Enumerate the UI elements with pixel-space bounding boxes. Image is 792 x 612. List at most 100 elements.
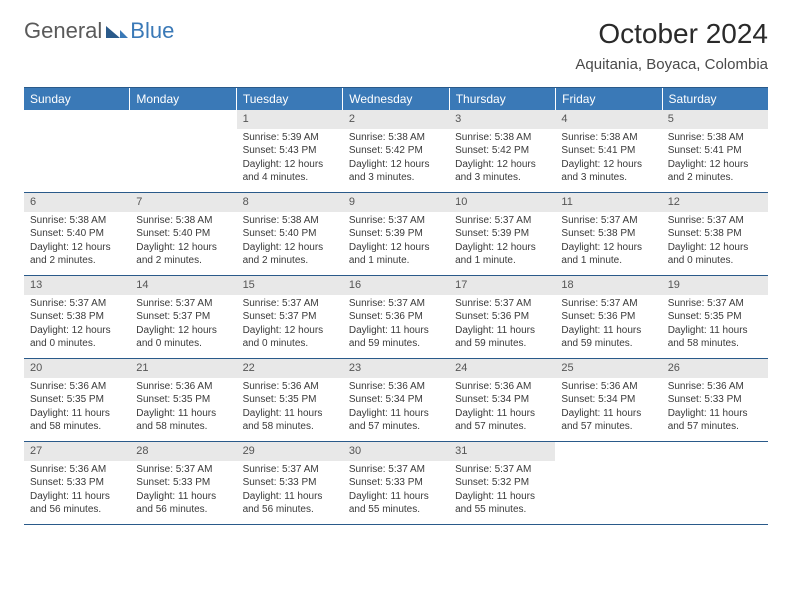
calendar-cell: 29Sunrise: 5:37 AMSunset: 5:33 PMDayligh… [237,442,343,524]
day-line: Daylight: 12 hours [455,241,549,255]
day-body: Sunrise: 5:36 AMSunset: 5:35 PMDaylight:… [24,378,130,438]
day-line: Sunset: 5:36 PM [561,310,655,324]
day-line: Sunrise: 5:37 AM [349,463,443,477]
day-body: Sunrise: 5:38 AMSunset: 5:41 PMDaylight:… [555,129,661,189]
day-line: Daylight: 11 hours [668,407,762,421]
calendar-cell: 1Sunrise: 5:39 AMSunset: 5:43 PMDaylight… [237,110,343,192]
day-number: 1 [237,110,343,129]
day-line: Sunrise: 5:38 AM [136,214,230,228]
day-line: Sunset: 5:35 PM [30,393,124,407]
day-number: 15 [237,276,343,295]
calendar-cell: 17Sunrise: 5:37 AMSunset: 5:36 PMDayligh… [449,276,555,358]
day-line: Daylight: 12 hours [561,158,655,172]
day-line: Sunrise: 5:37 AM [136,297,230,311]
day-number: 29 [237,442,343,461]
calendar-week-row: 27Sunrise: 5:36 AMSunset: 5:33 PMDayligh… [24,442,768,525]
day-line: and 2 minutes. [243,254,337,268]
day-number: 9 [343,193,449,212]
day-line: and 58 minutes. [136,420,230,434]
calendar-cell: 24Sunrise: 5:36 AMSunset: 5:34 PMDayligh… [449,359,555,441]
day-number: 3 [449,110,555,129]
day-number: 14 [130,276,236,295]
day-line: Sunset: 5:40 PM [30,227,124,241]
calendar-cell: 15Sunrise: 5:37 AMSunset: 5:37 PMDayligh… [237,276,343,358]
day-line: Sunrise: 5:38 AM [455,131,549,145]
day-body: Sunrise: 5:36 AMSunset: 5:34 PMDaylight:… [555,378,661,438]
calendar-cell: 13Sunrise: 5:37 AMSunset: 5:38 PMDayligh… [24,276,130,358]
calendar-cell: 11Sunrise: 5:37 AMSunset: 5:38 PMDayligh… [555,193,661,275]
day-line: and 56 minutes. [136,503,230,517]
day-line: Daylight: 11 hours [561,407,655,421]
calendar-grid: SundayMondayTuesdayWednesdayThursdayFrid… [24,87,768,525]
calendar-cell: 21Sunrise: 5:36 AMSunset: 5:35 PMDayligh… [130,359,236,441]
calendar-cell: 2Sunrise: 5:38 AMSunset: 5:42 PMDaylight… [343,110,449,192]
day-line: Sunrise: 5:37 AM [455,463,549,477]
calendar-cell: 12Sunrise: 5:37 AMSunset: 5:38 PMDayligh… [662,193,768,275]
day-line: Daylight: 11 hours [668,324,762,338]
day-line: Sunset: 5:33 PM [668,393,762,407]
calendar-cell-empty: . [555,442,661,524]
day-line: and 3 minutes. [455,171,549,185]
day-number: 31 [449,442,555,461]
day-number: 26 [662,359,768,378]
day-line: Sunset: 5:34 PM [349,393,443,407]
calendar-cell: 10Sunrise: 5:37 AMSunset: 5:39 PMDayligh… [449,193,555,275]
day-line: Daylight: 12 hours [136,241,230,255]
weekday-header-saturday: Saturday [663,88,768,110]
day-line: Sunrise: 5:36 AM [136,380,230,394]
day-body: Sunrise: 5:37 AMSunset: 5:35 PMDaylight:… [662,295,768,355]
day-line: Sunset: 5:42 PM [349,144,443,158]
day-body: Sunrise: 5:37 AMSunset: 5:33 PMDaylight:… [130,461,236,521]
day-line: Sunrise: 5:36 AM [668,380,762,394]
title-block: October 2024 Aquitania, Boyaca, Colombia [575,18,768,73]
day-line: Daylight: 11 hours [30,407,124,421]
calendar-cell-empty: . [130,110,236,192]
day-line: and 1 minute. [561,254,655,268]
day-body: Sunrise: 5:37 AMSunset: 5:37 PMDaylight:… [130,295,236,355]
day-line: Sunset: 5:33 PM [349,476,443,490]
day-line: Sunrise: 5:38 AM [243,214,337,228]
day-line: and 56 minutes. [243,503,337,517]
day-line: and 57 minutes. [349,420,443,434]
calendar-page: General Blue October 2024 Aquitania, Boy… [0,0,792,543]
calendar-cell: 18Sunrise: 5:37 AMSunset: 5:36 PMDayligh… [555,276,661,358]
calendar-week-row: 20Sunrise: 5:36 AMSunset: 5:35 PMDayligh… [24,359,768,442]
day-number: 17 [449,276,555,295]
calendar-cell: 8Sunrise: 5:38 AMSunset: 5:40 PMDaylight… [237,193,343,275]
day-body: Sunrise: 5:37 AMSunset: 5:38 PMDaylight:… [662,212,768,272]
day-line: Sunrise: 5:36 AM [243,380,337,394]
page-header: General Blue October 2024 Aquitania, Boy… [24,18,768,73]
day-line: Sunset: 5:42 PM [455,144,549,158]
day-line: Sunset: 5:41 PM [561,144,655,158]
day-line: Sunset: 5:39 PM [455,227,549,241]
weekday-header-thursday: Thursday [450,88,556,110]
calendar-cell: 30Sunrise: 5:37 AMSunset: 5:33 PMDayligh… [343,442,449,524]
day-line: Daylight: 12 hours [455,158,549,172]
day-body: Sunrise: 5:36 AMSunset: 5:34 PMDaylight:… [343,378,449,438]
calendar-week-row: 13Sunrise: 5:37 AMSunset: 5:38 PMDayligh… [24,276,768,359]
day-line: Sunrise: 5:38 AM [561,131,655,145]
weekday-header-row: SundayMondayTuesdayWednesdayThursdayFrid… [24,88,768,110]
day-line: Daylight: 12 hours [30,241,124,255]
day-line: Sunset: 5:37 PM [136,310,230,324]
month-title: October 2024 [575,18,768,50]
day-line: and 59 minutes. [349,337,443,351]
day-line: Daylight: 12 hours [243,241,337,255]
day-line: and 59 minutes. [561,337,655,351]
day-body: Sunrise: 5:37 AMSunset: 5:38 PMDaylight:… [555,212,661,272]
day-body: Sunrise: 5:37 AMSunset: 5:36 PMDaylight:… [343,295,449,355]
day-number: 12 [662,193,768,212]
location-text: Aquitania, Boyaca, Colombia [575,56,768,73]
calendar-cell: 23Sunrise: 5:36 AMSunset: 5:34 PMDayligh… [343,359,449,441]
day-line: Sunrise: 5:37 AM [561,214,655,228]
day-line: Daylight: 11 hours [30,490,124,504]
day-line: Daylight: 11 hours [136,407,230,421]
day-line: Sunrise: 5:37 AM [455,297,549,311]
calendar-cell: 25Sunrise: 5:36 AMSunset: 5:34 PMDayligh… [555,359,661,441]
calendar-cell: 31Sunrise: 5:37 AMSunset: 5:32 PMDayligh… [449,442,555,524]
day-line: Sunset: 5:33 PM [30,476,124,490]
day-line: Daylight: 11 hours [349,490,443,504]
day-line: and 1 minute. [349,254,443,268]
day-line: Sunrise: 5:37 AM [668,297,762,311]
day-line: Sunrise: 5:37 AM [455,214,549,228]
